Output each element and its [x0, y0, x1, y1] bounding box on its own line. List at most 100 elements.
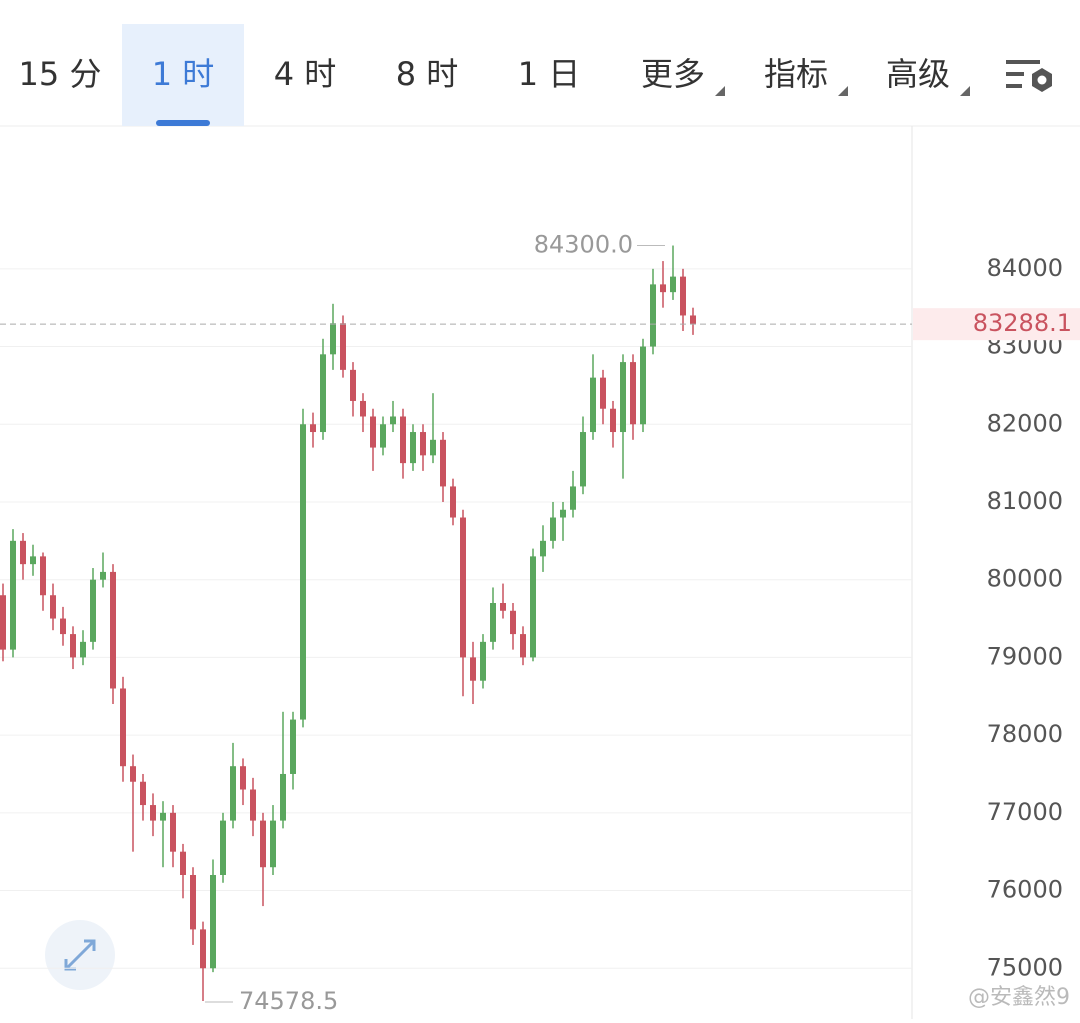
y-tick-label: 78000 — [987, 720, 1063, 748]
candle-body — [40, 556, 46, 596]
candle-body — [340, 323, 346, 370]
candle-body — [70, 634, 76, 658]
candle-body — [510, 610, 516, 635]
candle-body — [290, 719, 296, 774]
y-tick-label: 82000 — [987, 409, 1063, 437]
candle-body — [240, 766, 246, 790]
candle-body — [170, 812, 176, 852]
candle-body — [460, 517, 466, 658]
candle-body — [140, 781, 146, 806]
candle-body — [190, 874, 196, 930]
candle-body — [90, 579, 96, 642]
candle-body — [400, 416, 406, 464]
candle-body — [160, 812, 166, 821]
y-tick-label: 81000 — [987, 487, 1063, 515]
tab[interactable]: 8 时 — [396, 55, 459, 93]
candle-body — [230, 766, 236, 821]
candle-body — [650, 284, 656, 347]
settings-icon[interactable] — [1006, 60, 1052, 92]
candle-body — [200, 929, 206, 969]
tab[interactable]: 指标 — [764, 55, 828, 93]
candle-body — [370, 416, 376, 448]
candle-body — [150, 805, 156, 821]
candle-body — [610, 408, 616, 433]
tab[interactable]: 4 时 — [274, 55, 337, 93]
candle-body — [310, 424, 316, 433]
candle-body — [590, 377, 596, 433]
candle-body — [430, 439, 436, 456]
y-tick-label: 76000 — [987, 876, 1063, 904]
candle-body — [560, 509, 566, 518]
tab[interactable]: 高级 — [886, 55, 950, 93]
y-tick-label: 79000 — [987, 642, 1063, 670]
active-tab-bg — [122, 24, 244, 126]
candle-body — [260, 820, 266, 868]
candle-body — [490, 603, 496, 642]
candle-body — [30, 556, 36, 565]
candle-body — [580, 432, 586, 487]
candle-body — [300, 424, 306, 720]
y-tick-label: 80000 — [987, 565, 1063, 593]
candle-body — [620, 362, 626, 433]
candle-body — [250, 789, 256, 821]
active-tab-indicator — [156, 120, 210, 126]
candle-body — [660, 284, 666, 293]
candle-body — [540, 540, 546, 557]
candle-body — [670, 276, 676, 293]
y-tick-label: 75000 — [987, 953, 1063, 981]
candle-body — [380, 424, 386, 448]
candle-body — [50, 595, 56, 619]
candle-body — [410, 432, 416, 464]
low-label: 74578.5 — [239, 987, 338, 1015]
candle-body — [690, 315, 696, 325]
candle-body — [0, 595, 6, 650]
candle-body — [630, 362, 636, 425]
candle-body — [280, 773, 286, 821]
candle-body — [330, 323, 336, 355]
candle-body — [680, 276, 686, 316]
candle-body — [470, 657, 476, 681]
candle-body — [640, 346, 646, 425]
candle-body — [180, 851, 186, 875]
candle-body — [390, 416, 396, 425]
candle-body — [210, 874, 216, 969]
watermark: @安鑫然9 — [968, 985, 1070, 1010]
tab[interactable]: 1 时 — [152, 55, 215, 93]
candle-body — [270, 820, 276, 868]
candle-body — [530, 556, 536, 658]
candle-body — [480, 641, 486, 681]
candle-body — [80, 641, 86, 658]
candle-body — [420, 432, 426, 456]
candle-body — [500, 603, 506, 611]
y-tick-label: 84000 — [987, 254, 1063, 282]
last-price-bg — [913, 308, 1080, 341]
last-price-label: 83288.1 — [973, 309, 1072, 337]
candle-body — [120, 688, 126, 767]
tab[interactable]: 更多 — [641, 55, 705, 93]
candle-body — [520, 634, 526, 658]
dropdown-caret — [715, 86, 725, 96]
candle-body — [60, 618, 66, 635]
candle-body — [110, 571, 116, 689]
dropdown-caret — [838, 86, 848, 96]
dropdown-caret — [960, 86, 970, 96]
y-tick-label: 77000 — [987, 798, 1063, 826]
candle-body — [100, 571, 106, 580]
candle-body — [20, 540, 26, 565]
candle-body — [130, 766, 136, 782]
candle-body — [570, 486, 576, 510]
candle-body — [350, 369, 356, 401]
candle-body — [320, 354, 326, 433]
candle-body — [440, 439, 446, 487]
candle-body — [220, 820, 226, 875]
candle-body — [450, 486, 456, 518]
expand-button[interactable] — [45, 920, 115, 990]
tab[interactable]: 1 日 — [518, 55, 581, 93]
candle-body — [360, 400, 366, 417]
high-label: 84300.0 — [534, 231, 633, 259]
candle-body — [550, 517, 556, 541]
candle-body — [600, 377, 606, 409]
tab[interactable]: 15 分 — [19, 55, 102, 93]
